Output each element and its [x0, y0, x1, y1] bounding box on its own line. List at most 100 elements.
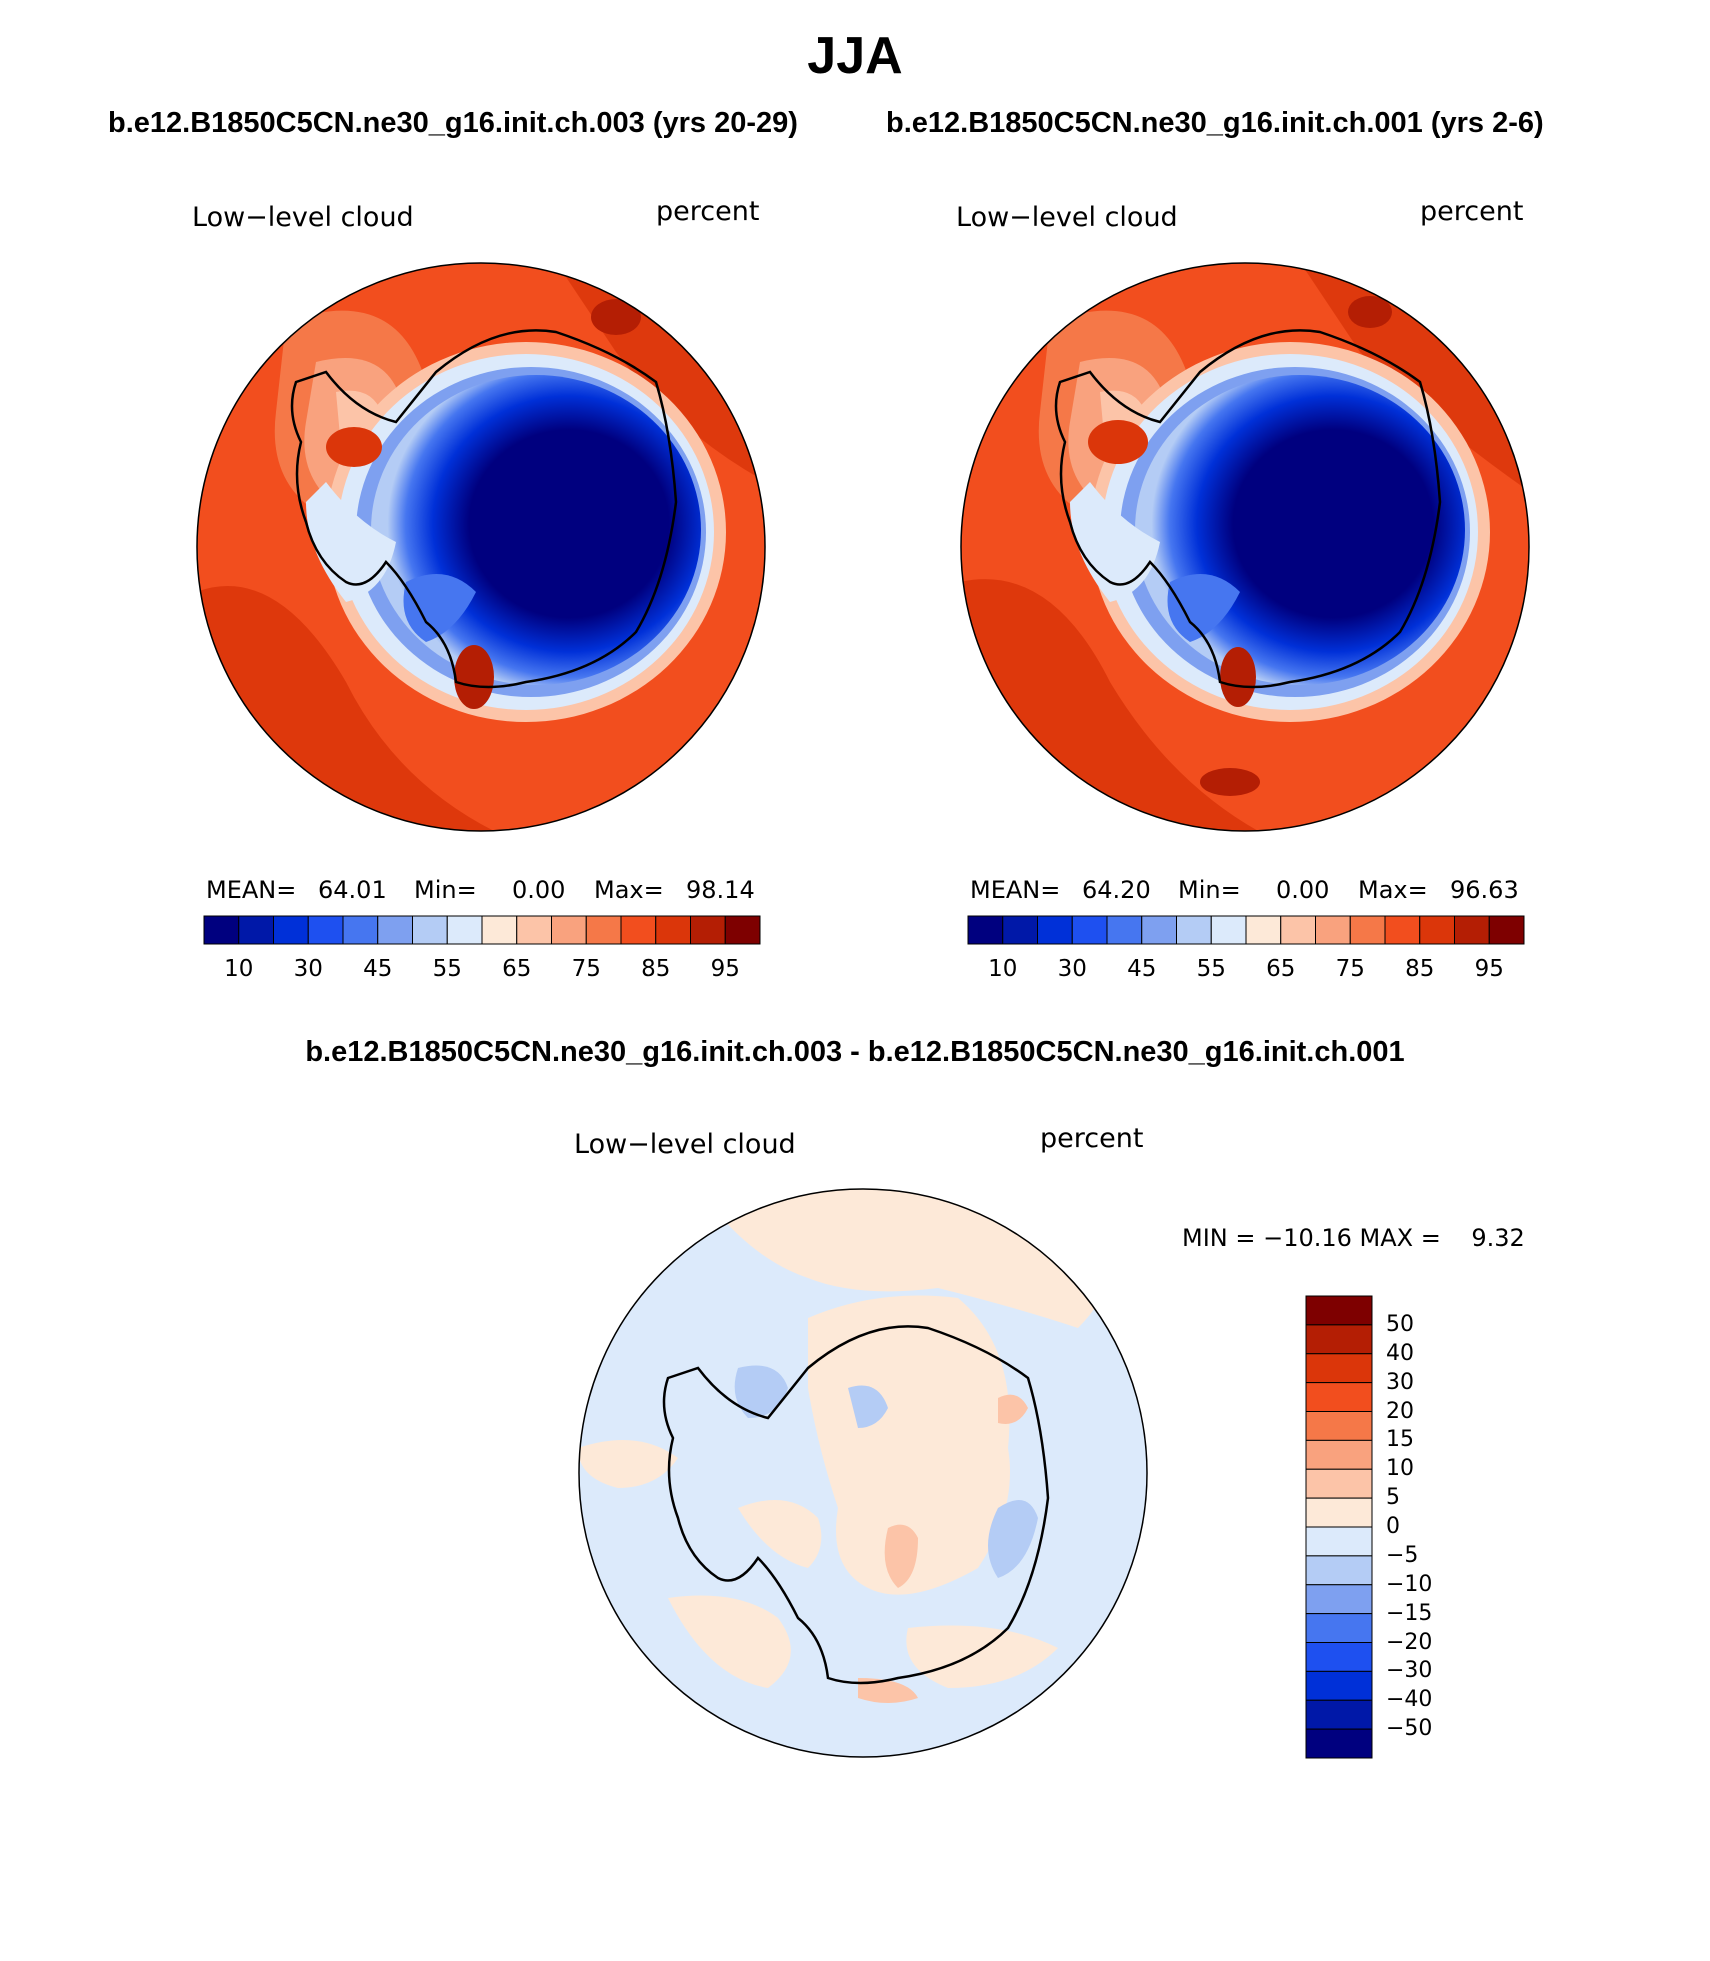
panel-3-colorbar-tick-label: 10: [1386, 1456, 1414, 1482]
panel-1-colorbar-tick-label: 45: [363, 956, 393, 982]
panel-3-colorbar-swatch: [1305, 1353, 1373, 1384]
panel-2-min-label: Min=: [1178, 876, 1241, 904]
panel-2-colorbar-swatch: [1454, 915, 1490, 945]
panel-3-colorbar-swatch: [1305, 1382, 1373, 1412]
panel-1-colorbar-swatch: [273, 915, 309, 945]
panel-3-map: [578, 1188, 1148, 1758]
panel-1-colorbar-swatch: [203, 915, 240, 945]
panel-3-colorbar-swatch: [1305, 1526, 1373, 1557]
panel-1-colorbar-tick-label: 65: [502, 956, 532, 982]
panel-1-colorbar-swatch: [551, 915, 587, 945]
panel-1-min-label: Min=: [414, 876, 477, 904]
panel-2-mean-label: MEAN=: [970, 876, 1061, 904]
panel-1-colorbar-tick-label: 55: [432, 956, 462, 982]
panel-2-colorbar-swatch: [1106, 915, 1143, 945]
panel-1-colorbar-swatch: [342, 915, 379, 945]
panel-1-map: [196, 262, 766, 832]
panel-3-colorbar-swatch: [1305, 1295, 1373, 1326]
panel-2-colorbar-swatch: [967, 915, 1004, 945]
panel-2-colorbar-swatch: [1002, 915, 1038, 945]
panel-1-colorbar-swatch: [307, 915, 344, 945]
panel-1-max-value: 98.14: [686, 876, 755, 904]
panel-2-colorbar-tick-label: 65: [1266, 956, 1296, 982]
panel-2-colorbar-swatch: [1349, 915, 1386, 945]
panel-3-colorbar-tick-label: −30: [1386, 1658, 1433, 1684]
panel-2-case-title: b.e12.B1850C5CN.ne30_g16.init.ch.001 (yr…: [886, 107, 1544, 139]
panel-3-colorbar-swatch: [1305, 1324, 1373, 1355]
panel-3-colorbar-swatch: [1305, 1584, 1373, 1615]
panel-2-colorbar-swatch: [1141, 915, 1177, 945]
panel-1-colorbar-swatch: [446, 915, 483, 945]
panel-1-variable-label: Low−level cloud: [192, 202, 414, 233]
panel-1-colorbar-swatch: [238, 915, 274, 945]
panel-2-colorbar-tick-label: 85: [1405, 956, 1435, 982]
figure-title: JJA: [807, 27, 903, 85]
panel-1-colorbar-swatch: [481, 915, 518, 945]
panel-2-colorbar-swatch: [1384, 915, 1421, 945]
panel-1-colorbar-swatch: [620, 915, 657, 945]
panel-3-colorbar-tick-label: 30: [1386, 1369, 1414, 1395]
panel-1-mean-label: MEAN=: [206, 876, 297, 904]
panel-1-mean-value: 64.01: [318, 876, 387, 904]
panel-2-colorbar-tick-label: 10: [988, 956, 1018, 982]
panel-3-colorbar-swatch: [1305, 1497, 1373, 1528]
panel-3-colorbar-tick-label: −10: [1386, 1571, 1433, 1597]
panel-3-colorbar-tick-label: 40: [1386, 1340, 1414, 1366]
panel-3-colorbar-swatch: [1305, 1670, 1373, 1701]
panel-3-variable-label: Low−level cloud: [574, 1129, 796, 1160]
panel-2-colorbar-tick-label: 75: [1335, 956, 1365, 982]
panel-1-colorbar-swatch: [690, 915, 726, 945]
panel-3-colorbar-tick-label: 50: [1386, 1311, 1414, 1337]
panel-2-colorbar-swatch: [1210, 915, 1247, 945]
panel-2-map: [960, 262, 1530, 832]
panel-1-colorbar-ticks: 10 30 45 55 65 75 85 95: [204, 956, 760, 986]
panel-3-colorbar-swatch: [1305, 1699, 1373, 1730]
panel-3-colorbar-tick-label: −40: [1386, 1687, 1433, 1713]
panel-1-case-title: b.e12.B1850C5CN.ne30_g16.init.ch.003 (yr…: [108, 107, 798, 139]
panel-2-colorbar-svg: [967, 915, 1525, 945]
panel-3-colorbar-swatch: [1305, 1642, 1373, 1672]
panel-3-colorbar-ticks: 50 40 30 20 15 10 5 0 −5 −10 −15 −20 −30 −40 −50: [1386, 1296, 1506, 1758]
panel-1-colorbar-swatch: [724, 915, 761, 945]
panel-2-variable-label: Low−level cloud: [956, 202, 1178, 233]
panel-2-colorbar-tick-label: 55: [1196, 956, 1226, 982]
panel-3-colorbar-tick-label: −15: [1386, 1600, 1433, 1626]
panel-3-minmax: MIN = −10.16 MAX = 9.32: [1182, 1224, 1525, 1252]
panel-2-colorbar-tick-label: 30: [1057, 956, 1087, 982]
panel-1-colorbar-tick-label: 30: [293, 956, 323, 982]
panel-1-colorbar-svg: [203, 915, 761, 945]
panel-1-colorbar-tick-label: 75: [571, 956, 601, 982]
panel-2-colorbar-swatch: [1280, 915, 1316, 945]
panel-1-colorbar-swatch: [655, 915, 691, 945]
diff-title: b.e12.B1850C5CN.ne30_g16.init.ch.003 - b…: [305, 1036, 1405, 1068]
panel-3-colorbar-svg: [1305, 1295, 1373, 1759]
panel-3-colorbar-swatch: [1305, 1555, 1373, 1586]
panel-1-colorbar-swatch: [377, 915, 413, 945]
panel-3-colorbar-swatch: [1305, 1411, 1373, 1441]
panel-1-colorbar-tick-label: 95: [710, 956, 740, 982]
panel-3-units-label: percent: [1040, 1123, 1144, 1154]
panel-3-colorbar-tick-label: −5: [1386, 1542, 1419, 1568]
panel-2-colorbar-swatch: [1419, 915, 1455, 945]
panel-3-colorbar-swatch: [1305, 1613, 1373, 1643]
panel-3-colorbar-tick-label: 20: [1386, 1398, 1414, 1424]
panel-1-colorbar-swatch: [585, 915, 622, 945]
panel-2-colorbar-ticks: 10 30 45 55 65 75 85 95: [968, 956, 1524, 986]
panel-3-colorbar-tick-label: 15: [1386, 1427, 1414, 1453]
panel-1-units-label: percent: [656, 196, 760, 227]
panel-3-colorbar-swatch: [1305, 1468, 1373, 1499]
panel-2-colorbar-swatch: [1315, 915, 1351, 945]
panel-2-colorbar-swatch: [1176, 915, 1212, 945]
panel-3-colorbar-swatch: [1305, 1728, 1373, 1759]
panel-2-colorbar-swatch: [1037, 915, 1073, 945]
panel-2-max-value: 96.63: [1450, 876, 1519, 904]
panel-2-colorbar-swatch: [1488, 915, 1525, 945]
panel-2-colorbar-swatch: [1245, 915, 1282, 945]
panel-1-colorbar-swatch: [516, 915, 552, 945]
panel-3-colorbar-tick-label: 5: [1386, 1485, 1400, 1511]
panel-1-colorbar: [203, 915, 761, 945]
panel-2-colorbar-tick-label: 45: [1127, 956, 1157, 982]
panel-1-max-label: Max=: [594, 876, 664, 904]
panel-1-colorbar-tick-label: 85: [641, 956, 671, 982]
panel-3-colorbar-tick-label: −50: [1386, 1716, 1433, 1742]
